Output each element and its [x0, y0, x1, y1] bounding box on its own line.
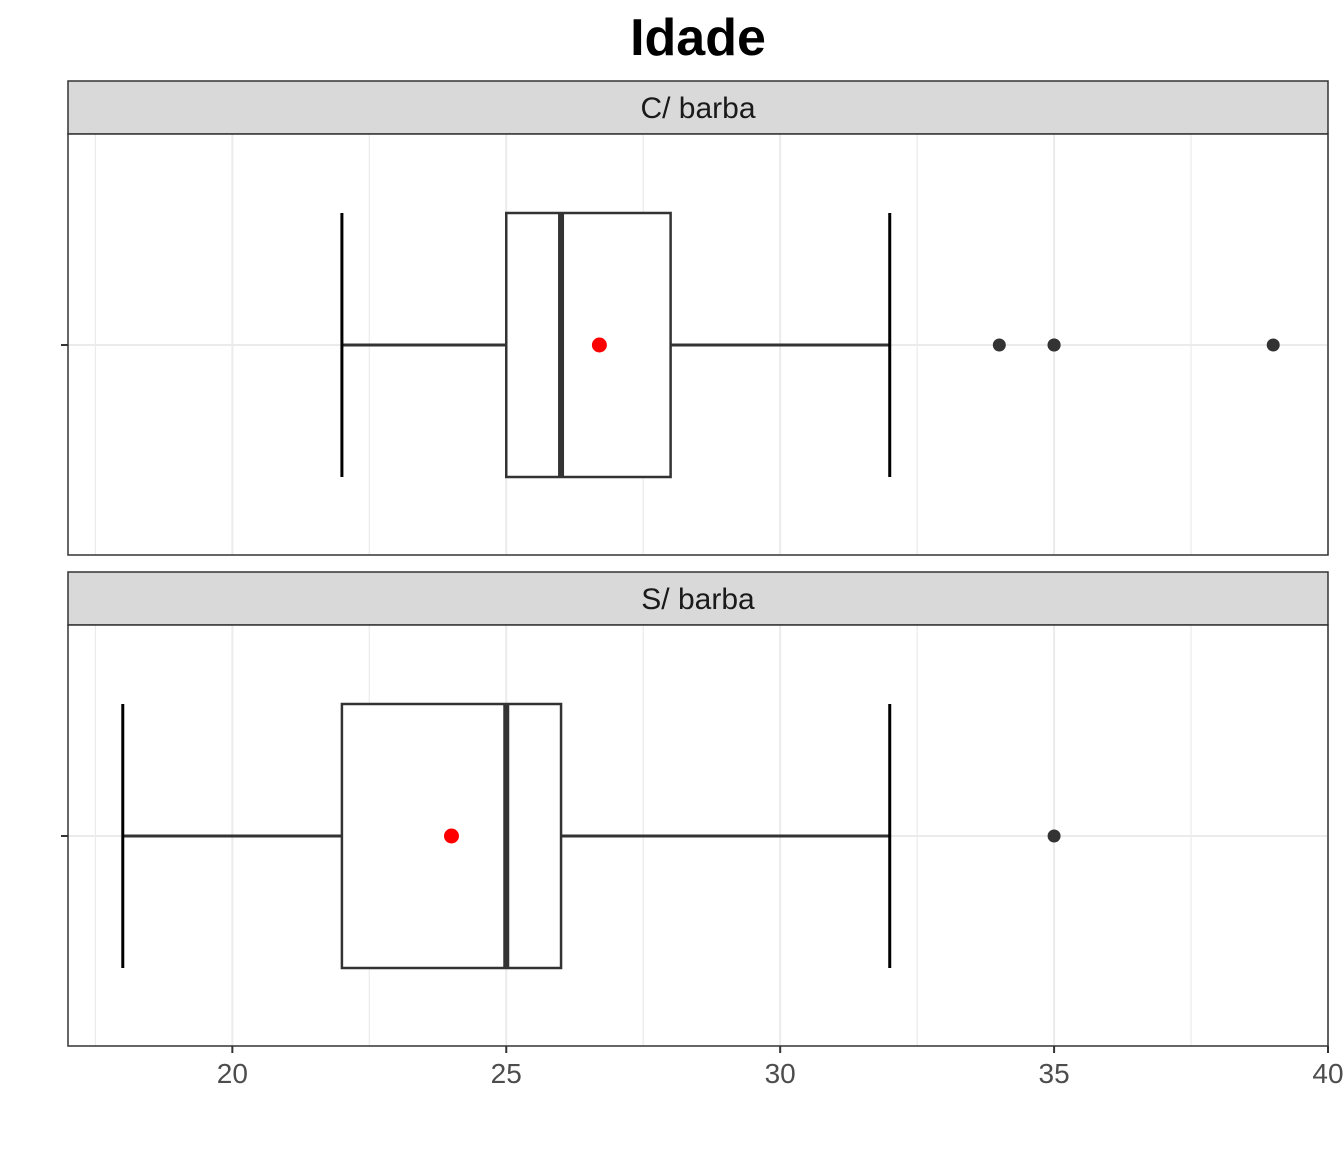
x-tick-label-35: 35: [1039, 1058, 1070, 1089]
panel-s-barba: S/ barba: [61, 571, 1329, 1047]
x-tick-label-20: 20: [217, 1058, 248, 1089]
outlier-point-c-barba: [1266, 338, 1280, 352]
panel-c-barba: C/ barba: [61, 80, 1329, 556]
box-c-barba: [505, 211, 672, 479]
x-axis: 20 25 30 35 40: [217, 1046, 1344, 1089]
chart-title: Idade: [630, 9, 766, 67]
x-tick-label-30: 30: [765, 1058, 796, 1089]
mean-point-c-barba: [591, 337, 607, 353]
strip-c-barba: [67, 80, 1329, 135]
strip-s-barba: [67, 571, 1329, 626]
outlier-point-c-barba: [1047, 338, 1061, 352]
strip-label-s-barba: S/ barba: [641, 583, 755, 616]
outlier-point-s-barba: [1047, 829, 1061, 843]
boxplot-s-barba: [121, 702, 1061, 970]
x-tick-label-25: 25: [491, 1058, 522, 1089]
x-tick-label-40: 40: [1312, 1058, 1343, 1089]
mean-point-s-barba: [443, 828, 459, 844]
outlier-point-c-barba: [992, 338, 1006, 352]
strip-label-c-barba: C/ barba: [640, 92, 755, 125]
boxplot-c-barba: [340, 211, 1280, 479]
